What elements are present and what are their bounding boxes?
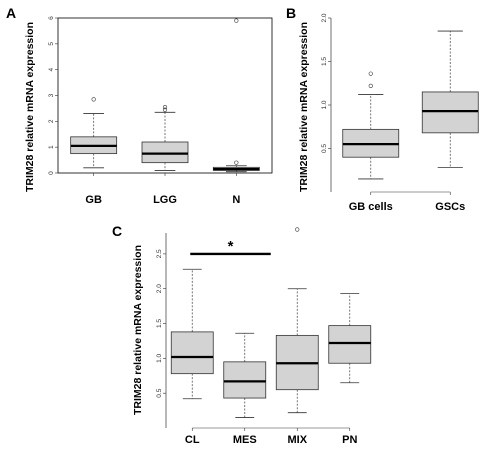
panel-b-x-tick-label: GB cells <box>349 201 393 213</box>
panel-a-letter: A <box>6 5 16 21</box>
panel-b-y-tick-label: 1.0 <box>321 100 328 109</box>
panel-a-y-tick-label: 1 <box>48 145 55 149</box>
panel-c-x-tick-label: CL <box>185 434 200 446</box>
panel-c-box-mes <box>223 361 267 399</box>
panel-b-x-tick-label: GSCs <box>435 201 465 213</box>
panel-a-outlier-point <box>91 97 96 102</box>
panel-a-x-tick-label: GB <box>85 194 102 206</box>
panel-b: B TRIM28 relative mRNA expression 0.5 1.0… <box>286 5 479 213</box>
panel-c-y-tick-label: 1.5 <box>156 319 163 328</box>
panel-b-outlier-point <box>368 83 373 88</box>
panel-a-box-lgg <box>141 141 189 164</box>
panel-a-x-tick-label: N <box>232 194 240 206</box>
panel-b-letter: B <box>286 5 296 21</box>
panel-a-outlier-point <box>234 18 239 23</box>
panel-a-y-tick-label: 3 <box>48 93 55 97</box>
panel-c: C TRIM28 relative mRNA expression 0.5 1.0… <box>112 223 372 446</box>
panel-c-outlier-point <box>295 227 300 232</box>
panel-a-plot: 0 1 2 3 4 5 6 GB LGG N <box>48 16 273 206</box>
panel-c-y-tick-label: 2.5 <box>156 249 163 258</box>
panel-c-y-tick-label: 0.5 <box>156 388 163 397</box>
panel-b-box-gscs <box>421 91 479 134</box>
panel-c-plot: 0.5 1.0 1.5 2.0 2.5 CL MES MIX PN * <box>156 227 372 446</box>
panel-a-x-tick-label: LGG <box>153 194 177 206</box>
panel-a-y-tick-label: 4 <box>48 67 55 71</box>
panel-b-y-tick-label: 2.0 <box>321 13 328 22</box>
panel-c-letter: C <box>112 223 122 239</box>
panel-c-y-tick-label: 2.0 <box>156 284 163 293</box>
panel-b-outlier-point <box>368 71 373 76</box>
panel-c-x-tick-label: PN <box>342 434 357 446</box>
panel-a-y-tick-label: 0 <box>48 171 55 175</box>
panel-c-significance-star: * <box>228 238 234 255</box>
panel-c-box-pn <box>328 325 372 364</box>
panel-c-y-tick-label: 1.0 <box>156 353 163 362</box>
panel-a-y-tick-label: 6 <box>48 16 55 20</box>
panel-a-y-tick-label: 5 <box>48 42 55 46</box>
panel-b-y-tick-label: 1.5 <box>321 57 328 66</box>
panel-c-box-cl <box>170 331 214 375</box>
panel-a-y-tick-label: 2 <box>48 119 55 123</box>
panel-c-x-tick-label: MIX <box>287 434 307 446</box>
panel-a: A TRIM28 relative mRNA expression 0 1 2 3 4 5… <box>6 5 273 206</box>
panel-a-outlier-point <box>234 160 239 165</box>
panel-b-y-tick-label: 0.5 <box>321 144 328 153</box>
panel-a-y-axis-label: TRIM28 relative mRNA expression <box>24 22 36 192</box>
panel-c-y-axis-label: TRIM28 relative mRNA expression <box>132 245 144 415</box>
panel-b-y-axis-label: TRIM28 relative mRNA expression <box>298 22 310 192</box>
panel-a-outlier-point <box>162 107 168 112</box>
panel-c-x-tick-label: MES <box>233 434 257 446</box>
panel-a-outlier-point <box>162 105 168 110</box>
panel-b-plot: 0.5 1.0 1.5 2.0 GB cells GSCs <box>321 13 479 213</box>
